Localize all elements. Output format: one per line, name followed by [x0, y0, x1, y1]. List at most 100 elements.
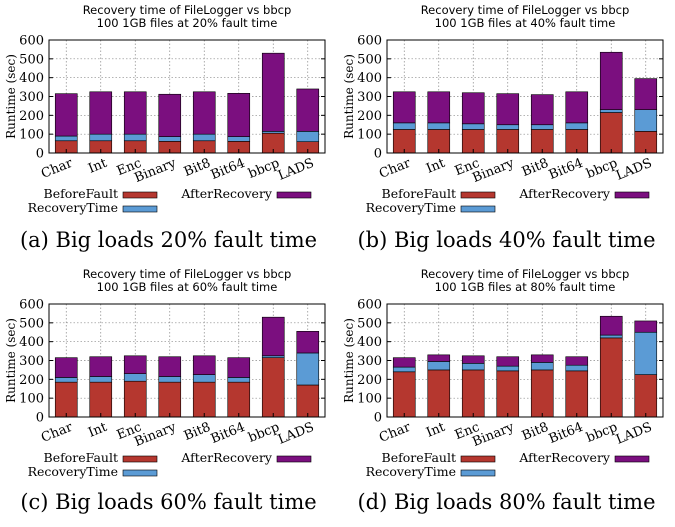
bar-beforefault-binary [158, 381, 182, 418]
bar-recoverytime-bit8 [530, 124, 554, 130]
bar-afterrecovery-bit64 [565, 356, 589, 366]
xtick-label: Int [424, 156, 448, 177]
bar-beforefault-binary [496, 370, 520, 418]
bar-afterrecovery-enc [123, 91, 147, 135]
legend-label-afterrecovery: AfterRecovery [518, 186, 611, 201]
bar-beforefault-bit8 [192, 381, 216, 418]
legend-swatch-beforefault [460, 191, 496, 199]
ytick-label: 600 [19, 34, 44, 49]
bar-recoverytime-char [54, 377, 78, 383]
legend-label-recoverytime: RecoveryTime [366, 200, 456, 215]
ytick-label: 400 [357, 335, 382, 350]
bar-recoverytime-lads [634, 331, 658, 375]
bar-beforefault-bit8 [530, 369, 554, 418]
y-axis-label: Runtime (sec) [4, 318, 18, 403]
bar-recoverytime-lads [296, 131, 320, 142]
bar-beforefault-char [392, 371, 416, 418]
chart-subtitle: 100 1GB files at 60% fault time [97, 280, 278, 294]
bar-afterrecovery-binary [496, 93, 520, 126]
xtick-label: LADS [614, 420, 654, 448]
xtick-label: Bit8 [520, 156, 551, 180]
bar-afterrecovery-binary [158, 93, 182, 137]
xtick-label: Bit64 [547, 156, 586, 183]
bar-recoverytime-lads [296, 352, 320, 386]
bar-recoverytime-enc [123, 373, 147, 382]
xtick-label: LADS [276, 156, 316, 184]
xtick-label: Bit8 [182, 156, 213, 180]
caption-b: (b) Big loads 40% fault time [357, 228, 656, 252]
bar-beforefault-int [89, 381, 113, 418]
bar-recoverytime-binary [496, 365, 520, 372]
bar-beforefault-char [54, 381, 78, 418]
legend-swatch-afterrecovery [276, 191, 312, 199]
legend-swatch-afterrecovery [276, 455, 312, 463]
ytick-label: 300 [357, 90, 382, 105]
bar-afterrecovery-binary [158, 356, 182, 377]
legend-label-beforefault: BeforeFault [44, 450, 118, 465]
bar-beforefault-bbcp [599, 112, 623, 154]
legend-label-afterrecovery: AfterRecovery [518, 450, 611, 465]
bar-afterrecovery-int [89, 91, 113, 135]
legend-label-afterrecovery: AfterRecovery [180, 186, 273, 201]
ytick-label: 600 [357, 298, 382, 313]
bar-recoverytime-int [427, 361, 451, 371]
ytick-label: 200 [19, 109, 44, 124]
legend-label-beforefault: BeforeFault [44, 186, 118, 201]
chart-panel-a: Recovery time of FileLogger vs bbcp 100 1… [0, 0, 337, 263]
ytick-label: 100 [19, 128, 44, 143]
legend-label-afterrecovery: AfterRecovery [180, 450, 273, 465]
ytick-label: 100 [19, 392, 44, 407]
bar-afterrecovery-bit8 [530, 354, 554, 363]
legend-swatch-afterrecovery [614, 455, 650, 463]
bar-afterrecovery-int [427, 91, 451, 124]
bar-recoverytime-bit64 [227, 377, 251, 383]
legend-swatch-recoverytime [460, 205, 496, 213]
ytick-label: 500 [19, 316, 44, 331]
bar-afterrecovery-lads [634, 78, 658, 110]
legend-swatch-beforefault [122, 191, 158, 199]
bar-afterrecovery-bit8 [192, 91, 216, 135]
bar-recoverytime-bbcp [599, 334, 623, 339]
bar-beforefault-enc [123, 380, 147, 418]
bar-recoverytime-enc [461, 363, 485, 371]
bar-recoverytime-bit64 [565, 122, 589, 130]
ytick-label: 0 [374, 147, 382, 162]
y-axis-label: Runtime (sec) [4, 54, 18, 139]
caption-d: (d) Big loads 80% fault time [357, 490, 656, 514]
legend-swatch-recoverytime [122, 469, 158, 477]
legend-swatch-afterrecovery [614, 191, 650, 199]
legend-label-beforefault: BeforeFault [382, 186, 456, 201]
plot-frame [48, 303, 326, 418]
legend-label-beforefault: BeforeFault [382, 450, 456, 465]
bar-recoverytime-char [392, 366, 416, 373]
plot-frame [386, 39, 664, 154]
bar-recoverytime-bit8 [192, 133, 216, 142]
legend-swatch-recoverytime [122, 205, 158, 213]
bar-beforefault-bit64 [565, 370, 589, 418]
bar-afterrecovery-bit8 [192, 355, 216, 375]
ytick-label: 0 [374, 411, 382, 426]
ytick-label: 400 [19, 335, 44, 350]
bar-recoverytime-bit8 [530, 362, 554, 371]
bar-recoverytime-binary [496, 124, 520, 130]
bar-recoverytime-int [89, 376, 113, 383]
bar-recoverytime-bit64 [565, 364, 589, 372]
bar-beforefault-lads [296, 384, 320, 418]
bar-recoverytime-bit8 [192, 374, 216, 383]
ytick-label: 200 [19, 373, 44, 388]
bar-afterrecovery-lads [296, 331, 320, 354]
bar-recoverytime-binary [158, 136, 182, 142]
bar-recoverytime-binary [158, 376, 182, 383]
xtick-label: Bit64 [547, 420, 586, 447]
caption-c: (c) Big loads 60% fault time [20, 490, 317, 514]
ytick-label: 100 [357, 392, 382, 407]
xtick-label: Int [424, 420, 448, 441]
ytick-label: 0 [36, 147, 44, 162]
ytick-label: 500 [357, 316, 382, 331]
legend-swatch-beforefault [122, 455, 158, 463]
chart-panel-b: Recovery time of FileLogger vs bbcp 100 1… [338, 0, 675, 263]
xtick-label: Char [39, 420, 75, 446]
ytick-label: 500 [19, 52, 44, 67]
